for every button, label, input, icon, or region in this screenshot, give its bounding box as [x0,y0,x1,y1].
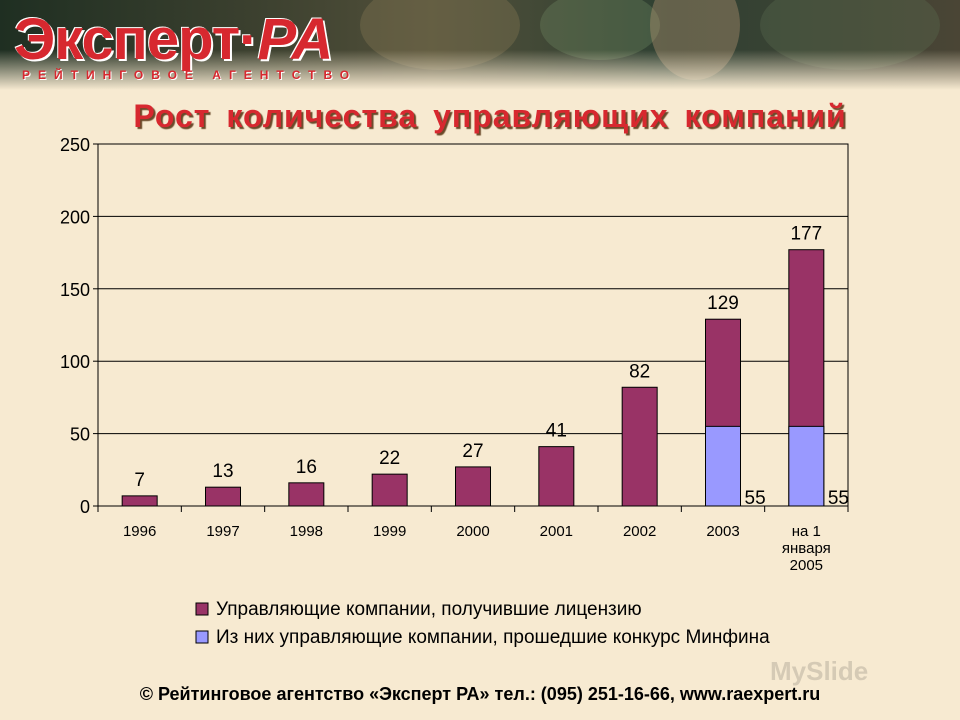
x-tick-label: января [782,540,831,557]
data-label-licensed: 177 [790,224,822,245]
x-tick-label: 2000 [456,523,489,540]
legend-label: Из них управляющие компании, прошедшие к… [216,627,770,648]
x-tick-label: 1997 [206,523,239,540]
data-label-minfin: 55 [828,488,849,509]
data-label-licensed: 27 [462,441,483,462]
x-tick-label: на 1 [792,523,821,540]
data-label-licensed: 22 [379,448,400,469]
legend-label: Управляющие компании, получившие лицензи… [216,599,642,620]
data-label-licensed: 13 [212,461,233,482]
bar-licensed [371,473,408,507]
legend-swatch [195,630,209,644]
x-tick-label: 1998 [290,523,323,540]
bar-licensed [621,386,658,507]
bar-licensed [538,446,575,507]
slide-title: Рост количества управляющих компаний [133,98,847,134]
x-tick-label: 2001 [540,523,573,540]
data-label-licensed: 129 [707,293,739,314]
bar-licensed [455,466,491,507]
logo-subtitle: РЕЙТИНГОВОЕ АГЕНТСТВО [22,68,358,82]
data-label-licensed: 41 [546,421,567,442]
chart-legend: Управляющие компании, получившие лицензи… [195,599,770,648]
y-tick-label: 0 [80,497,90,517]
y-tick-label: 50 [70,425,90,445]
bar-licensed [205,486,241,507]
bar-licensed [121,495,158,507]
x-tick-label: 1996 [123,523,156,540]
data-label-licensed: 82 [629,361,650,382]
bar-licensed [288,482,325,507]
logo: Эксперт·РА РЕЙТИНГОВОЕ АГЕНТСТВО [14,7,358,83]
chart-plot-area: 0 50 100 150 200 250 7 1996 13 1997 16 1998 22 1999 27… [60,135,849,574]
y-tick-label: 150 [60,280,90,300]
legend-swatch [195,602,209,616]
x-tick-label: 1999 [373,523,406,540]
logo-wordmark: Эксперт·РА [14,7,333,72]
y-tick-label: 250 [60,135,90,155]
x-tick-label: 2002 [623,523,656,540]
bar-minfin [788,425,825,507]
x-tick-label: 2003 [706,523,739,540]
bar-minfin [705,425,741,507]
data-label-minfin: 55 [745,488,766,509]
data-label-licensed: 7 [134,470,145,491]
data-label-licensed: 16 [296,457,317,478]
y-tick-label: 100 [60,352,90,372]
y-tick-label: 200 [60,207,90,227]
header-banner [0,0,960,90]
watermark: MySlide [770,656,869,686]
x-tick-label: 2005 [790,557,823,574]
footer-credits: © Рейтинговое агентство «Эксперт РА» тел… [139,684,821,704]
